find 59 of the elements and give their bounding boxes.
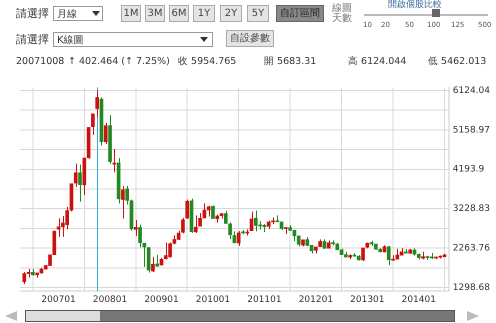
candlestick (74, 163, 78, 188)
candlestick (361, 247, 365, 262)
candlestick (211, 205, 215, 220)
y-tick-label: 6124.04 (452, 86, 490, 96)
y-tick-label: 2263.76 (452, 244, 490, 254)
candlestick (22, 272, 26, 285)
candlestick (224, 210, 228, 224)
text: 請選擇 (16, 33, 49, 46)
text: ↑ 402.464 (↑ 7.25%) (68, 55, 170, 68)
x-tick-label: 201001 (196, 294, 230, 305)
text: 5Y (247, 5, 269, 22)
candlestick (194, 214, 198, 234)
text: 1Y (193, 5, 215, 22)
x-tick-label: 201401 (402, 294, 436, 305)
text: 低 5462.013 (428, 55, 486, 68)
text: 6M (169, 5, 189, 22)
candlestick (206, 205, 210, 217)
candlestick (104, 122, 108, 145)
candlestick (386, 246, 391, 266)
text: 月線 (53, 6, 103, 21)
candlestick (56, 218, 60, 238)
candlestick (172, 234, 176, 245)
text: 收 5954.765 (178, 55, 236, 68)
candlestick (91, 113, 95, 136)
candlestick (138, 224, 142, 248)
candlestick (112, 148, 116, 173)
y-tick-label: 1298.68 (452, 282, 490, 293)
x-tick-label: 201201 (298, 294, 334, 305)
text: 3M (145, 5, 165, 22)
candlestick (236, 230, 241, 246)
candlestick (78, 164, 82, 202)
candlestick (228, 222, 232, 240)
candlestick (95, 90, 100, 118)
candlestick (250, 211, 254, 232)
y-tick-label: 5158.97 (452, 125, 490, 136)
y-tick-label: 3228.83 (452, 204, 490, 214)
text: 線圖天數 (332, 3, 352, 24)
x-tick-label: 200701 (41, 294, 76, 305)
x-tick-label: 200901 (144, 294, 179, 305)
candlestick (305, 236, 310, 247)
text: 自設參數 (226, 30, 274, 47)
text: 自訂區間 (276, 5, 324, 22)
candlestick (168, 242, 172, 258)
text: 開 5683.31 (264, 55, 316, 68)
candlestick (146, 246, 150, 274)
text: K線圖 (53, 32, 213, 47)
candlestick (254, 210, 258, 232)
text: 高 6124.044 (348, 55, 406, 68)
x-tick-label: 201301 (350, 294, 384, 305)
candlestick (322, 238, 326, 250)
x-tick-label: 200801 (92, 294, 128, 305)
text: 1M (121, 5, 141, 22)
x-tick-label: 201101 (247, 294, 282, 305)
candlestick (151, 256, 155, 273)
text: 請選擇 (16, 7, 49, 20)
candlestick (121, 185, 125, 219)
text: 20071008 (16, 55, 64, 68)
y-tick-label: 4193.9 (452, 164, 485, 175)
text: 2Y (220, 5, 242, 22)
